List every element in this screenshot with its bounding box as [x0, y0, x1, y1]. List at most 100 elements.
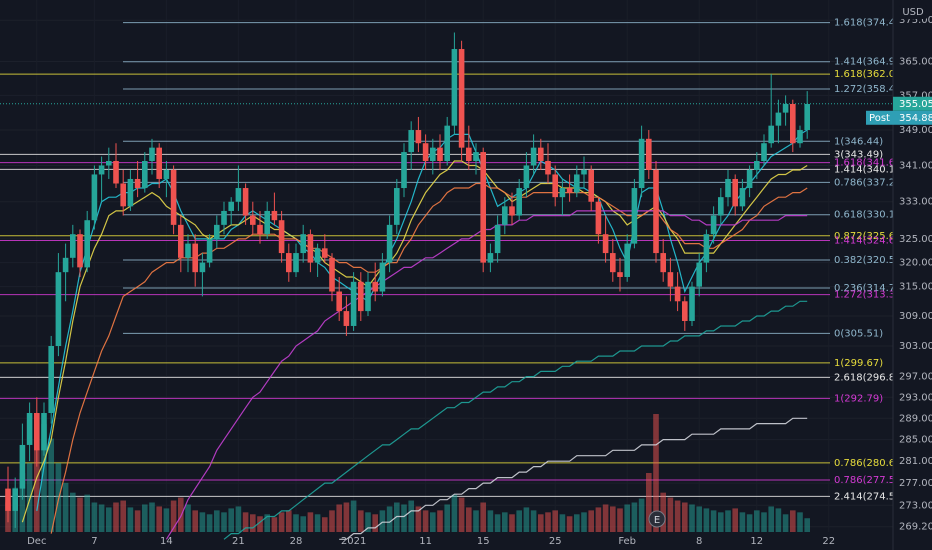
candle-body	[797, 130, 803, 144]
volume-bar	[754, 510, 760, 532]
candle-body	[26, 413, 33, 445]
earnings-icon[interactable]	[648, 510, 666, 528]
y-tick-label: 333.00	[899, 197, 932, 208]
volume-bar	[451, 494, 458, 532]
volume-bar	[415, 506, 422, 532]
candle-body	[581, 169, 587, 175]
volume-bar	[703, 508, 710, 532]
candle-body	[149, 147, 155, 161]
candle-body	[386, 224, 393, 263]
fib-level-label: 2.618(296.84)	[834, 372, 906, 383]
candle-body	[314, 248, 321, 263]
volume-bar	[689, 504, 695, 532]
fib-level-labels: 1.618(374.43) 1.414(364.95) 1.272(358.49) 1…	[834, 18, 906, 503]
volume-bar	[34, 448, 40, 532]
candle-body	[19, 444, 26, 489]
y-tick-label: 349.00	[899, 125, 932, 136]
volume-bar	[566, 516, 573, 532]
candle-body	[336, 291, 342, 312]
candle-body	[466, 147, 472, 161]
volume-bar	[610, 506, 616, 532]
x-tick-label: 12	[750, 536, 763, 547]
y-tick-label: 309.00	[899, 311, 932, 322]
last-price-tag	[893, 96, 932, 111]
volume-bar	[422, 510, 429, 532]
fib-level-label: 0.786(277.56)	[834, 475, 906, 486]
candle-body	[365, 281, 371, 312]
moving-average-line	[223, 300, 808, 540]
moving-average-line	[165, 210, 808, 540]
candle-body	[250, 215, 256, 225]
candle-body	[430, 147, 436, 161]
candle-body	[300, 234, 306, 254]
volume-bar	[113, 502, 119, 532]
volume-bar	[77, 497, 83, 532]
volume-bar	[516, 510, 522, 532]
volume-bar	[228, 508, 234, 532]
candle-body	[221, 210, 227, 225]
volume-bar	[206, 514, 213, 532]
candle-body	[703, 234, 710, 263]
candle-body	[358, 281, 364, 312]
candle-body	[422, 143, 429, 161]
candle-body	[487, 253, 494, 263]
y-tick-label: 325.00	[899, 234, 932, 245]
candle-body	[790, 103, 796, 144]
volume-bar	[192, 510, 198, 532]
fib-level-label: 1.618(362.02)	[834, 69, 906, 80]
candle-body	[84, 220, 90, 268]
volume-bar	[329, 510, 335, 532]
candle-body	[768, 125, 774, 144]
volume-bar	[350, 500, 357, 532]
candle-body	[170, 169, 177, 225]
volume-bar	[761, 512, 767, 532]
volume-bar	[653, 414, 659, 532]
candle-body	[602, 234, 609, 254]
candle-body	[610, 253, 616, 273]
volume-bar	[437, 510, 443, 532]
x-tick-label: 8	[696, 536, 702, 547]
candle-body	[343, 311, 350, 326]
candle-body	[682, 301, 688, 321]
candle-body	[538, 147, 544, 161]
candle-body	[257, 224, 263, 235]
x-tick-label: 25	[549, 536, 562, 547]
fib-level-label: 1.414(340.12)	[834, 164, 906, 175]
candle-body	[437, 147, 443, 161]
candle-body	[178, 224, 184, 258]
volume-bar	[746, 514, 753, 532]
candle-body	[70, 234, 76, 258]
volume-bar	[214, 510, 220, 532]
candle-body	[307, 234, 314, 263]
candle-body	[595, 201, 602, 235]
candle-body	[552, 174, 558, 198]
candle-body	[617, 272, 623, 277]
candle-body	[401, 152, 407, 189]
y-tick-label: 285.00	[899, 435, 932, 446]
volume-bar	[674, 500, 681, 532]
volume-bar	[804, 518, 810, 532]
candle-body	[127, 178, 134, 207]
candle-body	[746, 169, 753, 189]
fib-level-label: 1.414(364.95)	[834, 57, 906, 68]
volume-bar	[142, 504, 148, 532]
earnings-label[interactable]: E	[654, 515, 660, 526]
volume-bar	[473, 510, 479, 532]
candle-body	[329, 257, 335, 292]
candle-body	[278, 220, 285, 254]
moving-averages	[21, 129, 808, 540]
candle-body	[631, 188, 638, 244]
volume-bar	[523, 507, 530, 532]
fib-level-label: 1.272(313.36)	[834, 290, 906, 301]
volume-bar	[278, 512, 285, 532]
volume-bar	[386, 506, 393, 532]
fib-level-label: 1.414(324.67)	[834, 235, 906, 246]
volume-bar	[257, 516, 263, 532]
candle-body	[494, 224, 501, 254]
volume-bar	[41, 423, 47, 532]
candle-body	[523, 165, 530, 189]
volume-bar	[156, 506, 162, 532]
volume-bar	[595, 507, 602, 532]
volume-bar	[530, 510, 537, 532]
